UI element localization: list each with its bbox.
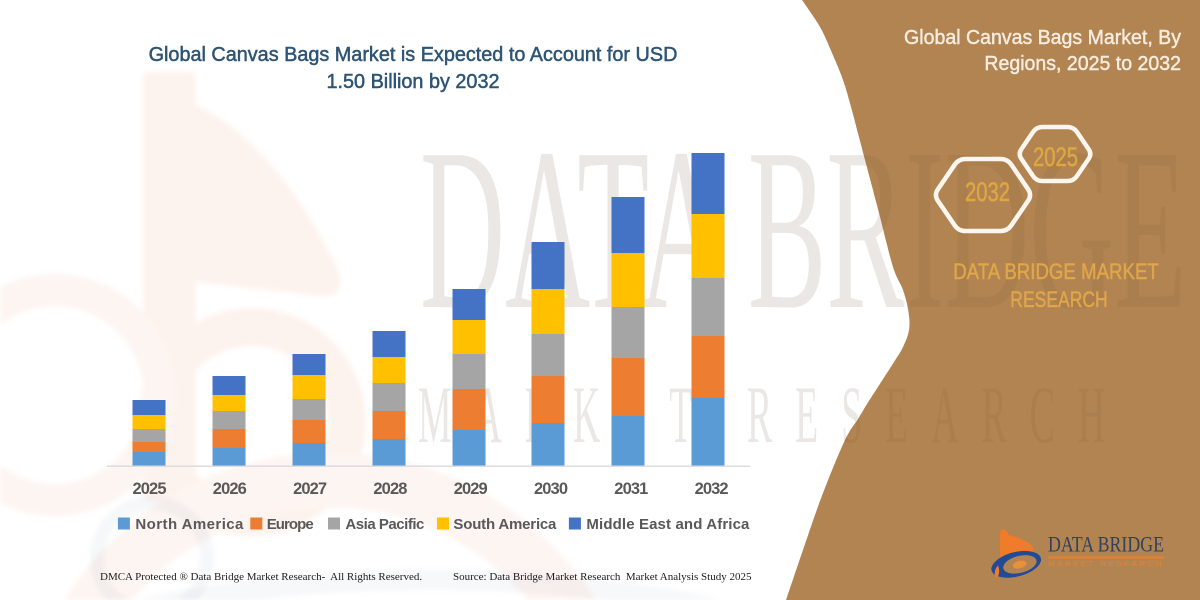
svg-text:South America: South America: [453, 516, 557, 533]
svg-text:2029: 2029: [454, 480, 488, 498]
svg-text:2032: 2032: [695, 480, 729, 498]
svg-text:2027: 2027: [293, 480, 327, 498]
svg-text:DATA BRIDGE MARKET: DATA BRIDGE MARKET: [953, 259, 1159, 284]
svg-text:RESEARCH: RESEARCH: [1010, 288, 1107, 313]
svg-text:Middle East and Africa: Middle East and Africa: [586, 516, 750, 533]
svg-text:2032: 2032: [965, 177, 1010, 208]
svg-text:2030: 2030: [534, 480, 568, 498]
svg-text:MARKET RESEARCH: MARKET RESEARCH: [1048, 561, 1164, 568]
svg-text:North America: North America: [135, 516, 244, 533]
svg-text:DATA BRIDGE: DATA BRIDGE: [1048, 532, 1164, 557]
svg-text:Europe: Europe: [267, 516, 314, 533]
svg-text:2025: 2025: [133, 480, 167, 498]
svg-text:2031: 2031: [614, 480, 648, 498]
svg-text:2028: 2028: [373, 480, 407, 498]
svg-text:Asia Pacific: Asia Pacific: [345, 516, 424, 533]
svg-text:2026: 2026: [213, 480, 247, 498]
svg-text:2025: 2025: [1033, 142, 1078, 173]
